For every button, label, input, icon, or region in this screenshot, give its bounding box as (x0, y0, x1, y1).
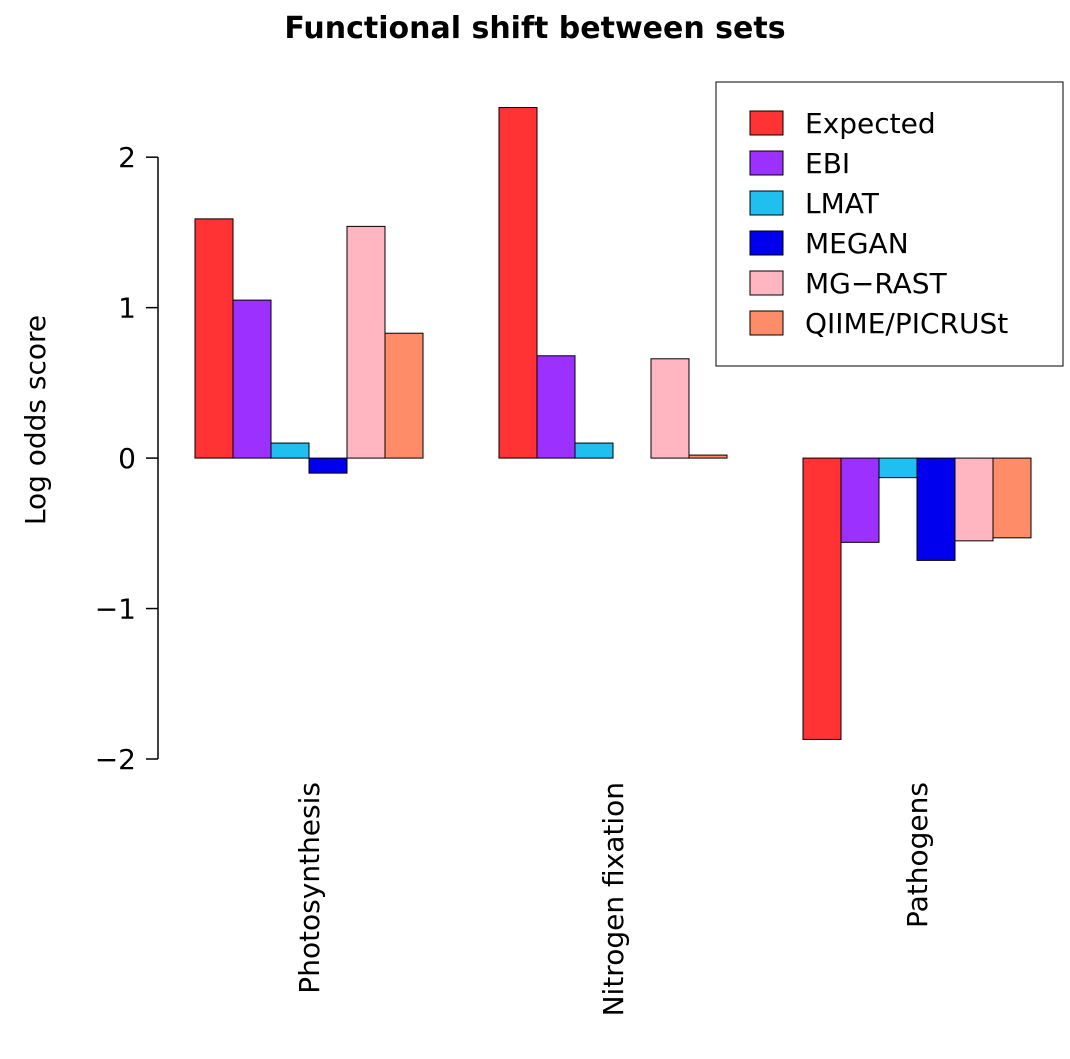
legend-label: QIIME/PICRUSt (805, 307, 1008, 340)
legend-label: MEGAN (805, 227, 909, 260)
legend-swatch (749, 150, 784, 176)
legend-swatch (749, 270, 784, 296)
legend-label: Expected (805, 107, 936, 140)
bar (270, 442, 310, 459)
bar (574, 442, 614, 459)
legend-label: MG−RAST (805, 267, 948, 300)
bar (802, 457, 842, 740)
y-tick-label: −2 (95, 743, 136, 776)
bar (878, 457, 918, 479)
bar (194, 218, 234, 459)
bar (308, 457, 348, 474)
bar (232, 299, 272, 459)
legend-swatch (749, 310, 784, 336)
legend-swatch (749, 110, 784, 136)
y-tick-label: 1 (118, 292, 136, 325)
bar (992, 457, 1032, 539)
legend-label: EBI (805, 147, 850, 180)
bar (346, 225, 386, 459)
bar (650, 358, 690, 459)
bar (954, 457, 994, 542)
x-tick-label: Photosynthesis (293, 782, 326, 994)
legend-swatch (749, 190, 784, 216)
bar (536, 355, 576, 459)
chart-title: Functional shift between sets (284, 11, 785, 46)
bar (916, 457, 956, 561)
bar (840, 457, 880, 543)
x-tick-label: Nitrogen fixation (597, 782, 630, 1016)
bar (498, 107, 538, 459)
y-axis-label: Log odds score (19, 315, 52, 525)
y-tick-label: −1 (95, 593, 136, 626)
bar (384, 332, 424, 459)
y-tick-label: 2 (118, 141, 136, 174)
y-tick-label: 0 (118, 442, 136, 475)
bar (688, 454, 728, 459)
legend-label: LMAT (805, 187, 880, 220)
legend-swatch (749, 230, 784, 256)
x-tick-label: Pathogens (901, 782, 934, 928)
